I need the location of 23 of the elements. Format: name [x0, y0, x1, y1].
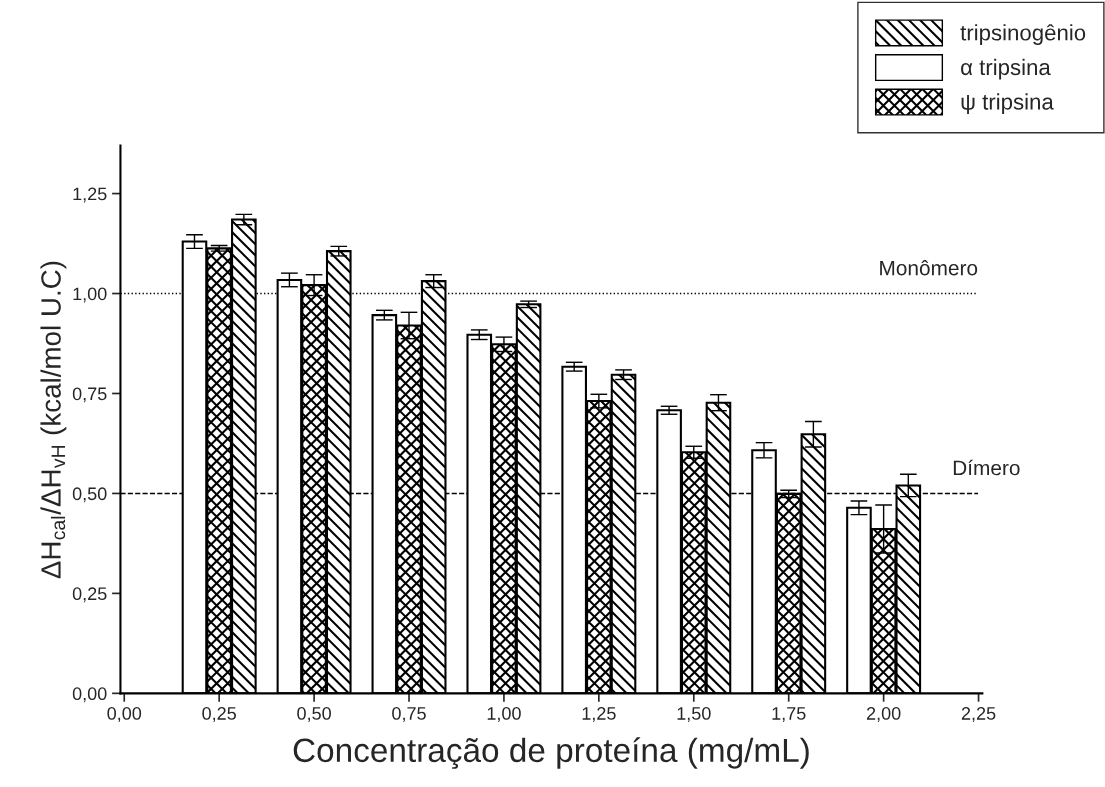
y-tick-label: 1,00 [73, 287, 107, 303]
y-axis-title: ΔH$_{cal}$/ΔH$_{vH}$ (kcal/mol U.C) [40, 261, 67, 579]
y-tick-label: 0,75 [72, 387, 107, 403]
ref-line-label: Monômero [880, 260, 978, 276]
x-tick-label: 1,00 [487, 707, 521, 722]
x-tick-label: 1,75 [772, 707, 806, 722]
x-tick-label: 0,75 [392, 707, 426, 722]
x-tick-label: 1,50 [677, 707, 711, 722]
x-axis-title: Concentração de proteína (mg/mL) [293, 737, 809, 769]
ref-line-label: Dímero [953, 459, 1020, 476]
x-tick-label: 1,25 [582, 707, 616, 722]
y-tick-label: 0,25 [72, 587, 107, 603]
legend-label: α tripsina [961, 58, 1051, 80]
legend-label: ψ tripsina [961, 93, 1054, 115]
legend-label: tripsinogênio [960, 24, 1086, 45]
x-tick-label: 0,25 [202, 707, 236, 722]
x-tick-label: 0,50 [297, 707, 331, 722]
y-tick-label: 1,25 [73, 187, 107, 203]
x-tick-label: 2,25 [961, 707, 996, 722]
x-tick-label: 0,00 [107, 707, 142, 722]
y-tick-label: 0,00 [72, 687, 107, 703]
x-tick-label: 2,00 [866, 707, 901, 722]
y-tick-label: 0,50 [72, 487, 107, 503]
